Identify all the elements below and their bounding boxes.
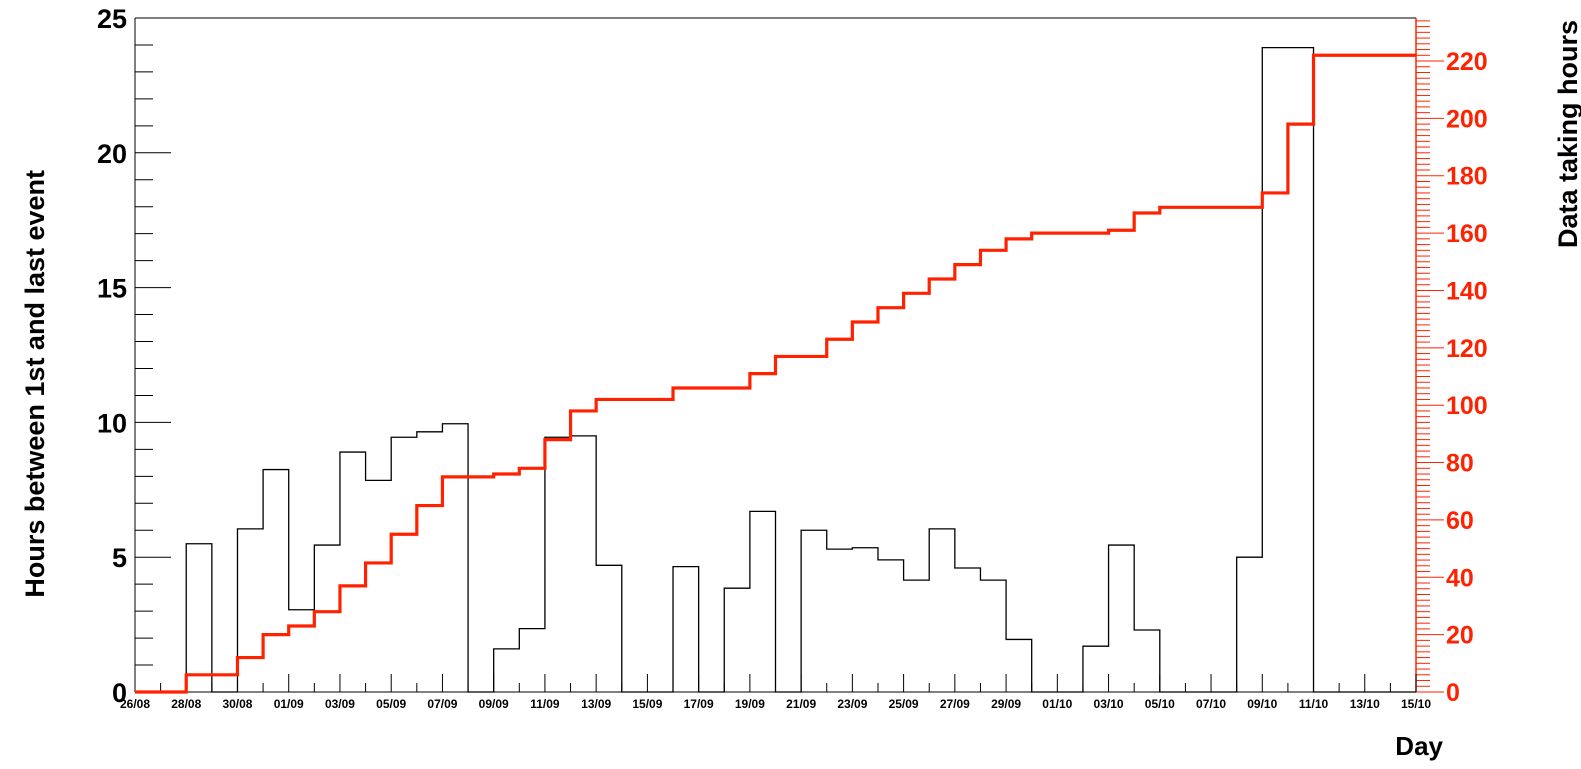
x-tick-label: 07/09 [427,697,457,711]
x-tick-label: 13/10 [1350,697,1380,711]
left-axis-label: Hours between 1st and last event [20,170,50,598]
series-data-taking-hours [135,53,1416,694]
right-tick-label: 80 [1446,450,1474,478]
left-axis: 0 5 10 15 20 25 [97,4,171,708]
left-tick-label: 0 [112,678,127,708]
x-tick-label: 15/10 [1401,697,1431,711]
x-tick-label: 09/10 [1247,697,1277,711]
right-axis-label: Data taking hours [1553,20,1581,248]
left-tick-label: 5 [112,543,127,573]
x-tick-label: 27/09 [940,697,970,711]
series-data-taking-hours-line [135,53,1416,694]
x-tick-label: 11/10 [1299,697,1329,711]
right-tick-label: 100 [1446,392,1488,420]
x-tick-label: 05/10 [1145,697,1175,711]
left-tick-label: 20 [97,139,127,169]
x-tick-label: 13/09 [581,697,611,711]
x-tick-label: 26/08 [120,697,150,711]
left-tick-label: 15 [97,274,127,304]
series-hours-between-events [135,47,1416,693]
right-axis: 0 20 40 60 80 100 120 140 160 180 200 220 [1415,18,1488,707]
x-tick-label: 25/09 [889,697,919,711]
x-tick-label: 28/08 [171,697,201,711]
series-hours-line [135,47,1416,693]
x-tick-label: 01/10 [1042,697,1072,711]
x-tick-label: 17/09 [684,697,714,711]
right-tick-label: 220 [1446,48,1488,76]
x-tick-label: 01/09 [274,697,304,711]
x-tick-label: 29/09 [991,697,1021,711]
right-tick-label: 40 [1446,564,1474,592]
left-tick-label: 25 [97,4,127,34]
x-tick-label: 30/08 [222,697,252,711]
x-tick-label: 11/09 [530,697,560,711]
right-tick-label: 20 [1446,622,1474,650]
left-tick-label: 10 [97,408,127,438]
x-tick-label: 23/09 [837,697,867,711]
right-tick-label: 160 [1446,220,1488,248]
x-tick-label: 19/09 [735,697,765,711]
x-tick-label: 03/10 [1094,697,1124,711]
right-tick-label: 120 [1446,335,1488,363]
x-tick-label: 03/09 [325,697,355,711]
right-tick-label: 200 [1446,105,1488,133]
right-tick-label: 0 [1446,679,1460,707]
right-tick-label: 60 [1446,507,1474,535]
x-axis-label: Day [1395,731,1443,761]
x-tick-label: 15/09 [632,697,662,711]
right-tick-label: 180 [1446,163,1488,191]
right-tick-label: 140 [1446,277,1488,305]
x-tick-label: 09/09 [479,697,509,711]
x-axis: 26/08 28/08 30/08 01/09 03/09 05/09 07/09 09/09… [120,674,1431,711]
x-tick-label: 07/10 [1196,697,1226,711]
x-tick-label: 05/09 [376,697,406,711]
x-tick-label: 21/09 [786,697,816,711]
